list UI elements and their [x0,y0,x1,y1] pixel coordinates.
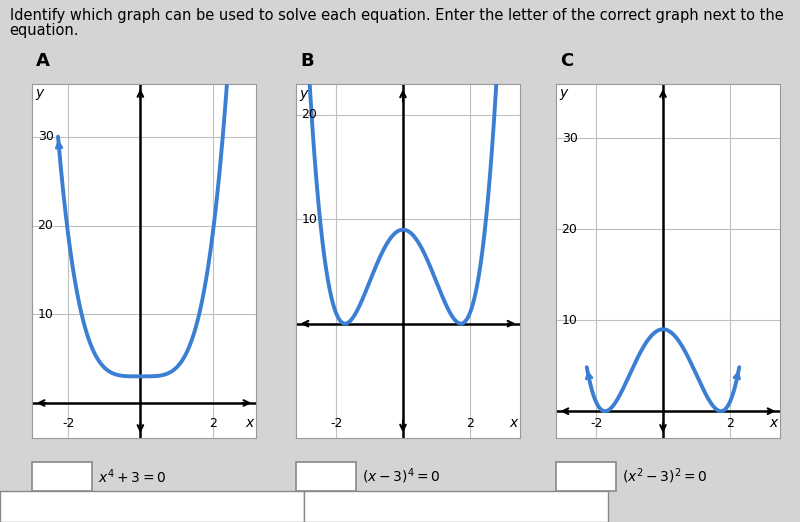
Text: $x^4 + 3 = 0$: $x^4 + 3 = 0$ [98,467,167,485]
Text: 30: 30 [38,130,54,143]
Text: 10: 10 [562,314,578,327]
Text: $(x^2 - 3)^2 = 0$: $(x^2 - 3)^2 = 0$ [622,467,708,486]
Text: -2: -2 [62,417,74,430]
Text: y: y [299,87,308,101]
Text: 2: 2 [466,417,474,430]
Text: -2: -2 [330,417,342,430]
Text: Identify which graph can be used to solve each equation. Enter the letter of the: Identify which graph can be used to solv… [10,8,783,23]
Text: y: y [559,86,568,100]
Text: 20: 20 [302,109,318,121]
Text: equation.: equation. [10,23,79,39]
Text: -2: -2 [590,417,602,430]
Text: 2: 2 [726,417,734,430]
Text: 30: 30 [562,132,578,145]
Text: B: B [300,53,314,70]
Text: $(x - 3)^4 = 0$: $(x - 3)^4 = 0$ [362,467,441,486]
Text: 2: 2 [209,417,217,430]
Text: y: y [35,86,44,100]
Text: A: A [36,53,50,70]
Text: 10: 10 [38,308,54,321]
Text: 20: 20 [38,219,54,232]
Text: 20: 20 [562,223,578,235]
Text: 10: 10 [302,213,318,226]
Text: x: x [245,416,253,430]
Text: x: x [769,416,778,430]
Text: C: C [560,53,574,70]
Text: x: x [509,416,518,430]
